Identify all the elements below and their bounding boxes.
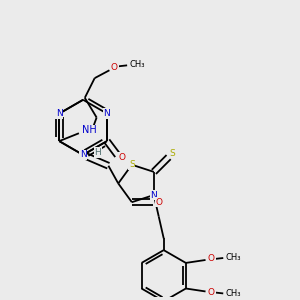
Text: H: H [94, 148, 101, 157]
Text: O: O [156, 198, 163, 207]
Text: CH₃: CH₃ [225, 254, 241, 262]
Text: N: N [80, 150, 86, 159]
Text: O: O [111, 63, 118, 72]
Text: N: N [56, 109, 63, 118]
Text: CH₃: CH₃ [225, 289, 241, 298]
Text: N: N [151, 190, 157, 200]
Text: O: O [208, 288, 215, 297]
Text: N: N [103, 109, 110, 118]
Text: S: S [170, 149, 176, 158]
Text: NH: NH [82, 125, 97, 135]
Text: O: O [118, 153, 125, 162]
Text: O: O [208, 254, 215, 263]
Text: CH₃: CH₃ [129, 60, 145, 69]
Text: S: S [129, 160, 135, 169]
